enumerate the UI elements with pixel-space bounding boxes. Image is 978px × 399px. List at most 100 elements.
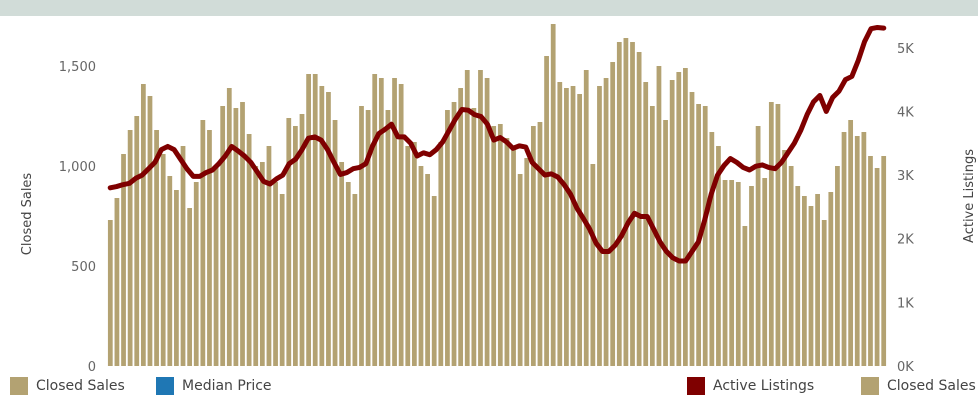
closed-sales-bar: [127, 130, 133, 366]
closed-sales-bar: [107, 220, 113, 366]
closed-sales-bar: [431, 196, 437, 366]
closed-sales-bar: [828, 192, 834, 366]
closed-sales-bar: [788, 166, 794, 366]
closed-sales-bar: [504, 138, 510, 366]
closed-sales-bar: [597, 86, 602, 366]
closed-sales-bar: [365, 110, 371, 366]
closed-sales-bar: [405, 146, 411, 366]
closed-sales-bar: [616, 42, 622, 366]
right-tick-label: 3K: [897, 169, 914, 184]
closed-sales-bar: [187, 208, 193, 366]
closed-sales-bar: [458, 88, 464, 366]
closed-sales-bar: [511, 146, 516, 366]
closed-sales-bar: [669, 80, 675, 366]
closed-sales-bar: [207, 130, 212, 366]
active-listings-line: [107, 24, 887, 264]
closed-sales-bar: [610, 62, 616, 366]
right-tick-label: 1K: [897, 296, 914, 311]
right-tick-label: 0K: [897, 360, 914, 375]
closed-sales-bar: [702, 106, 708, 366]
closed-sales-bar: [398, 84, 404, 366]
closed-sales-bar: [478, 70, 483, 366]
closed-sales-bar: [180, 146, 186, 366]
closed-sales-bar: [240, 102, 245, 366]
closed-sales-bar: [722, 180, 728, 366]
closed-sales-bar: [352, 194, 358, 366]
closed-sales-bar: [530, 126, 536, 366]
closed-sales-bar: [266, 146, 272, 366]
closed-sales-bar: [755, 126, 761, 366]
closed-sales-bar: [226, 88, 232, 366]
right-tick-label: 4K: [897, 105, 914, 120]
closed-sales-bar: [517, 174, 523, 366]
legend-closed-sales-secondary[interactable]: Closed Sales: [861, 377, 976, 395]
closed-sales-bar: [782, 150, 787, 366]
left-axis-ticks: 0 500 1,000 1,500: [59, 60, 96, 375]
closed-sales-bar: [835, 166, 840, 366]
closed-sales-bar: [577, 94, 583, 366]
right-tick-label: 2K: [897, 233, 914, 248]
legend-label: Closed Sales: [36, 378, 125, 394]
legend-median-price[interactable]: Median Price: [156, 377, 272, 395]
closed-sales-bar: [663, 120, 668, 366]
closed-sales-bar: [815, 194, 820, 366]
closed-sales-bar: [246, 134, 252, 366]
closed-sales-bar: [392, 78, 397, 366]
closed-sales-bar: [134, 116, 140, 366]
legend-active-listings[interactable]: Active Listings: [687, 377, 814, 395]
closed-sales-bar: [564, 88, 569, 366]
closed-sales-bar: [253, 166, 259, 366]
legend-swatch: [861, 377, 879, 395]
closed-sales-bar: [273, 182, 278, 366]
closed-sales-bar: [114, 198, 120, 366]
closed-sales-bar: [841, 132, 847, 366]
left-tick-label: 0: [88, 360, 96, 375]
closed-sales-bar: [326, 92, 331, 366]
legend-label: Active Listings: [713, 378, 815, 394]
closed-sales-bar: [193, 182, 199, 366]
closed-sales-bar: [200, 120, 206, 366]
closed-sales-bar: [418, 166, 424, 366]
closed-sales-bar: [683, 68, 688, 366]
closed-sales-bar: [174, 190, 179, 366]
left-axis-title: Closed Sales: [20, 173, 35, 256]
header-band: [0, 0, 978, 16]
closed-sales-bar: [649, 106, 655, 366]
closed-sales-bar: [874, 168, 880, 366]
closed-sales-bar: [709, 132, 715, 366]
closed-sales-bar: [762, 178, 768, 366]
closed-sales-bar: [881, 156, 887, 366]
closed-sales-bar: [411, 142, 417, 366]
closed-sales-bar: [345, 182, 351, 366]
closed-sales-bars: [107, 24, 887, 366]
closed-sales-bar: [749, 186, 754, 366]
closed-sales-bar: [643, 82, 649, 366]
closed-sales-bar: [372, 74, 378, 366]
closed-sales-bar: [359, 106, 364, 366]
left-tick-label: 1,000: [59, 160, 96, 175]
closed-sales-bar: [808, 206, 814, 366]
closed-sales-bar: [524, 158, 530, 366]
closed-sales-bar: [636, 52, 642, 366]
legend-swatch: [10, 377, 28, 395]
closed-sales-bar: [537, 122, 543, 366]
closed-sales-bar: [279, 194, 285, 366]
closed-sales-bar: [497, 124, 503, 366]
closed-sales-bar: [464, 70, 470, 366]
closed-sales-bar: [868, 156, 873, 366]
right-tick-label: 5K: [897, 42, 914, 57]
closed-sales-bar: [550, 24, 556, 366]
closed-sales-bar: [299, 114, 305, 366]
left-tick-label: 1,500: [59, 60, 96, 75]
closed-sales-bar: [484, 78, 490, 366]
legend-label: Median Price: [182, 378, 272, 394]
closed-sales-bar: [332, 120, 338, 366]
closed-sales-bar: [154, 130, 159, 366]
closed-sales-bar: [471, 108, 477, 366]
closed-sales-bar: [213, 166, 219, 366]
legend-closed-sales[interactable]: Closed Sales: [10, 377, 125, 395]
legend-label: Closed Sales: [887, 378, 976, 394]
closed-sales-bar: [147, 96, 153, 366]
closed-sales-bar: [160, 154, 166, 366]
